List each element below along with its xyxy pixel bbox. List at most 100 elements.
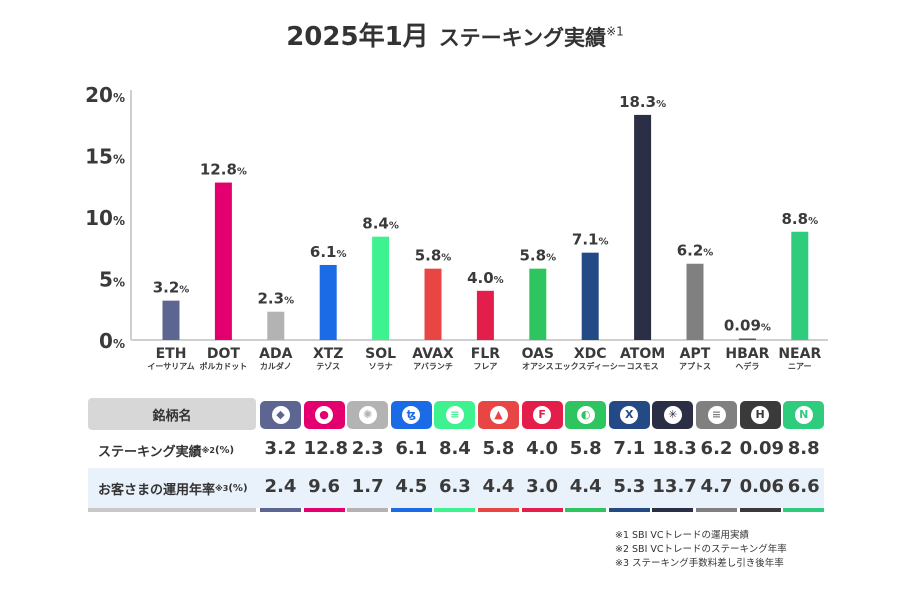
bar-avax (424, 268, 442, 340)
y-tick-label: 15% (85, 145, 125, 169)
x-tick-label: XDC (574, 346, 607, 362)
color-strip (303, 508, 345, 512)
table-header-row: 銘柄名 ◆ ● ✺ ꜩ ≡ ▲ F ◐ X ✳ ≡ H N (88, 398, 825, 432)
staking-value: 12.8 (303, 438, 349, 459)
x-tick-label: OAS (522, 346, 554, 362)
x-tick-sublabel: オアシス (522, 362, 554, 371)
row2-unit: (%) (228, 482, 248, 494)
color-strip (434, 508, 476, 512)
xdc-icon: X (620, 406, 639, 424)
bar-value-label: 12.8% (200, 161, 247, 179)
x-tick-sublabel: アプトス (679, 361, 711, 371)
chart-title: 2025年1月 ステーキング実績※1 (0, 16, 910, 53)
color-strip (390, 508, 432, 512)
x-tick-sublabel: イーサリアム (147, 362, 194, 371)
x-tick-sublabel: エックスディーシー (555, 361, 626, 371)
bar-value-label: 18.3% (619, 93, 666, 111)
row1-mark: ※2 (201, 445, 215, 455)
customer-rate-value: 1.7 (351, 476, 384, 497)
x-tick-label: ADA (259, 346, 292, 362)
x-tick-label: HBAR (725, 346, 769, 362)
customer-rate-value: 5.3 (613, 476, 646, 497)
color-strip (608, 508, 650, 512)
atom-icon: ✳ (663, 406, 682, 424)
bar-value-label: 4.0% (467, 269, 504, 287)
table-footer-strip (88, 508, 825, 512)
row1-label-text: ステーキング実績 (98, 444, 202, 460)
color-strip (347, 508, 389, 512)
footnotes: ※1 SBI VCトレードの運用実績 ※2 SBI VCトレードのステーキング年… (615, 529, 787, 571)
color-strip (739, 508, 781, 512)
xtz-icon: ꜩ (402, 406, 421, 424)
customer-rate-value: 6.3 (438, 476, 471, 497)
y-tick-label: 10% (85, 206, 125, 230)
bar-value-label: 5.8% (415, 247, 452, 265)
x-tick-sublabel: ヘデラ (735, 361, 759, 371)
staking-value: 6.2 (700, 438, 733, 459)
staking-value: 3.2 (264, 438, 297, 459)
x-tick-label: NEAR (778, 346, 821, 362)
staking-value: 7.1 (613, 438, 646, 459)
footnote-1: ※1 SBI VCトレードの運用実績 (615, 530, 750, 541)
y-tick-label: 5% (99, 268, 125, 292)
coin-badge: ◆ (260, 401, 301, 429)
customer-rate-value: 4.5 (395, 476, 428, 497)
customer-rate-value: 3.0 (526, 476, 559, 497)
x-tick-label: XTZ (313, 346, 344, 362)
bar-value-label: 8.8% (781, 210, 818, 228)
bar-flr (476, 290, 494, 340)
customer-rate-value: 13.7 (652, 476, 697, 497)
bar-value-label: 7.1% (572, 231, 609, 249)
coin-badge: ● (303, 401, 345, 429)
color-strip (260, 508, 301, 512)
near-icon: N (794, 406, 813, 424)
avax-icon: ▲ (489, 406, 508, 424)
bar-xdc (581, 252, 599, 340)
footnote-2: ※2 SBI VCトレードのステーキング年率 (615, 544, 787, 555)
coin-badge: ✺ (347, 401, 389, 429)
row1-label: ステーキング実績 ※2 (%) (88, 432, 266, 468)
coin-badge: ≡ (696, 401, 737, 429)
bar-xtz (319, 264, 337, 340)
bar-sol (372, 236, 390, 340)
customer-rate-value: 4.7 (700, 476, 733, 497)
x-tick-label: SOL (365, 346, 396, 362)
x-tick-sublabel: ポルカドット (200, 361, 248, 371)
hbar-icon: H (751, 406, 770, 424)
sol-icon: ≡ (445, 406, 464, 424)
coin-badge: ▲ (478, 401, 519, 429)
x-tick-sublabel: テゾス (316, 361, 340, 371)
x-tick-label: AVAX (412, 346, 454, 362)
coin-badge: ≡ (434, 401, 476, 429)
header-label: 銘柄名 (152, 408, 192, 424)
bar-apt (686, 263, 704, 340)
color-strip (478, 508, 519, 512)
color-strip (521, 508, 563, 512)
staking-value: 0.09 (739, 438, 785, 459)
bar-oas (529, 268, 547, 340)
coin-badge: F (521, 401, 563, 429)
bar-value-label: 5.8% (519, 247, 556, 265)
footnote-3: ※3 ステーキング手数料差し引き後年率 (615, 558, 784, 569)
staking-value: 8.8 (787, 438, 820, 459)
coin-badge: ✳ (652, 401, 694, 429)
staking-value: 2.3 (351, 438, 384, 459)
x-tick-sublabel: フレア (473, 362, 497, 371)
bar-value-label: 6.2% (677, 242, 714, 260)
y-tick-label: 20% (85, 83, 125, 107)
x-tick-label: APT (680, 346, 711, 362)
bar-value-label: 8.4% (362, 215, 399, 233)
label-strip (88, 508, 256, 512)
customer-rate-value: 0.06 (739, 476, 785, 497)
bar-value-label: 6.1% (310, 243, 347, 261)
dot-icon: ● (315, 406, 334, 424)
x-tick-label: DOT (207, 346, 241, 362)
bar-atom (634, 114, 652, 340)
coin-badge: H (739, 401, 781, 429)
title-date: 2025年1月 (286, 22, 429, 52)
oas-icon: ◐ (576, 406, 595, 424)
coin-badge: ꜩ (390, 401, 432, 429)
staking-value: 6.1 (395, 438, 428, 459)
customer-rate-value: 9.6 (308, 476, 341, 497)
